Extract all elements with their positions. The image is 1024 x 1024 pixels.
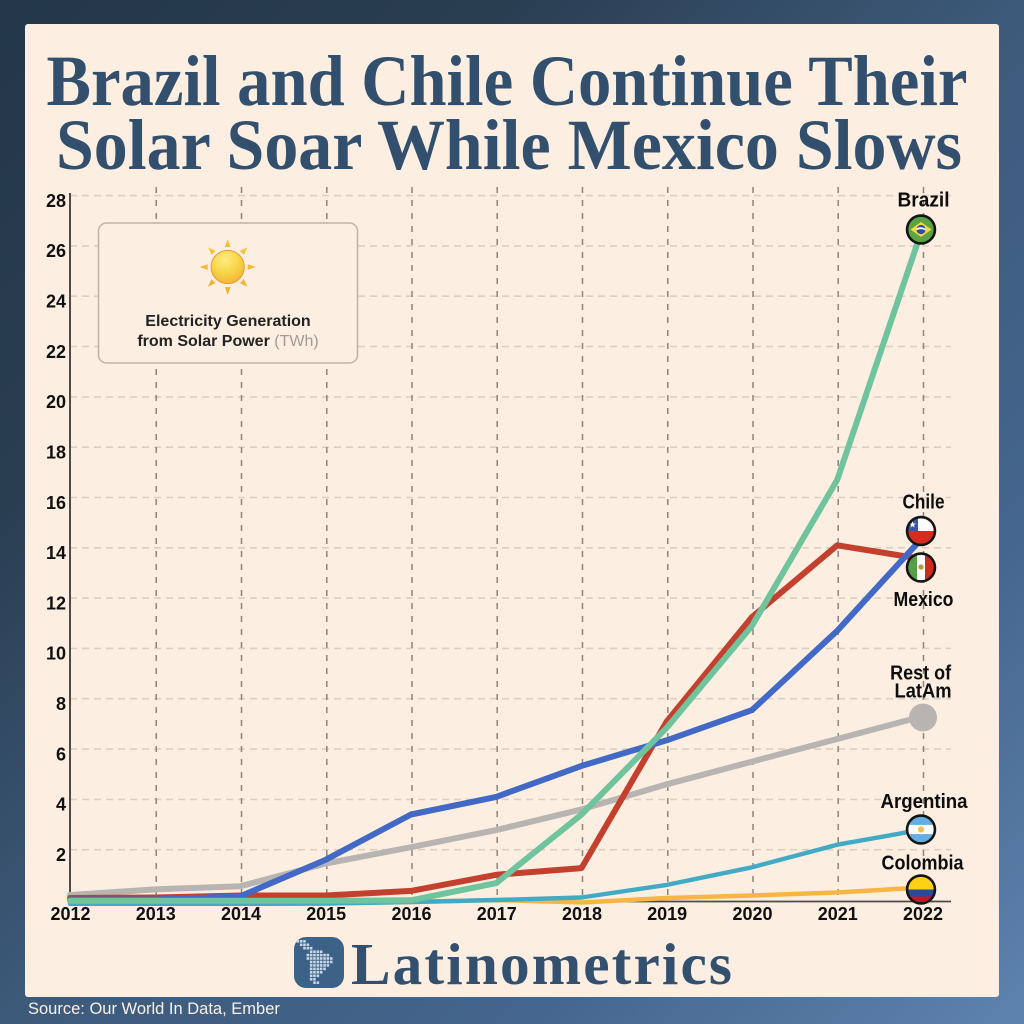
svg-text:Solar Soar While Mexico Slows: Solar Soar While Mexico Slows <box>56 105 962 185</box>
svg-text:2014: 2014 <box>221 904 261 924</box>
svg-text:Mexico: Mexico <box>894 589 954 611</box>
svg-text:24: 24 <box>46 292 66 312</box>
svg-text:Chile: Chile <box>903 492 945 514</box>
svg-text:14: 14 <box>46 543 66 563</box>
svg-text:2017: 2017 <box>477 904 517 924</box>
svg-text:Colombia: Colombia <box>882 853 965 875</box>
svg-text:8: 8 <box>56 694 66 714</box>
svg-text:2019: 2019 <box>647 904 687 924</box>
svg-text:2: 2 <box>56 845 66 865</box>
svg-text:22: 22 <box>46 342 66 362</box>
svg-text:10: 10 <box>46 644 66 664</box>
svg-text:2016: 2016 <box>392 904 432 924</box>
svg-text:LatAm: LatAm <box>895 681 952 703</box>
svg-text:Rest of: Rest of <box>890 663 951 685</box>
svg-text:28: 28 <box>46 191 66 211</box>
svg-text:2013: 2013 <box>136 904 176 924</box>
svg-text:2018: 2018 <box>562 904 602 924</box>
svg-text:18: 18 <box>46 443 66 463</box>
svg-text:Argentina: Argentina <box>881 791 969 813</box>
svg-text:26: 26 <box>46 241 66 261</box>
svg-text:Latinometrics: Latinometrics <box>351 931 732 997</box>
svg-text:6: 6 <box>56 744 66 764</box>
svg-text:Brazil: Brazil <box>898 190 950 212</box>
svg-text:★: ★ <box>908 520 916 530</box>
svg-text:16: 16 <box>46 493 66 513</box>
svg-text:20: 20 <box>46 392 66 412</box>
svg-text:Electricity Generation: Electricity Generation <box>145 313 310 330</box>
svg-text:12: 12 <box>46 593 66 613</box>
svg-text:2012: 2012 <box>51 904 91 924</box>
svg-text:2022: 2022 <box>903 904 943 924</box>
svg-text:Source: Our World In Data, Emb: Source: Our World In Data, Ember <box>28 1000 280 1018</box>
svg-text:2015: 2015 <box>306 904 346 924</box>
svg-text:Brazil and Chile Continue Thei: Brazil and Chile Continue Their <box>47 41 968 121</box>
svg-text:2020: 2020 <box>733 904 773 924</box>
svg-text:4: 4 <box>56 795 66 815</box>
svg-text:from Solar Power (TWh): from Solar Power (TWh) <box>137 333 318 350</box>
svg-text:2021: 2021 <box>818 904 858 924</box>
